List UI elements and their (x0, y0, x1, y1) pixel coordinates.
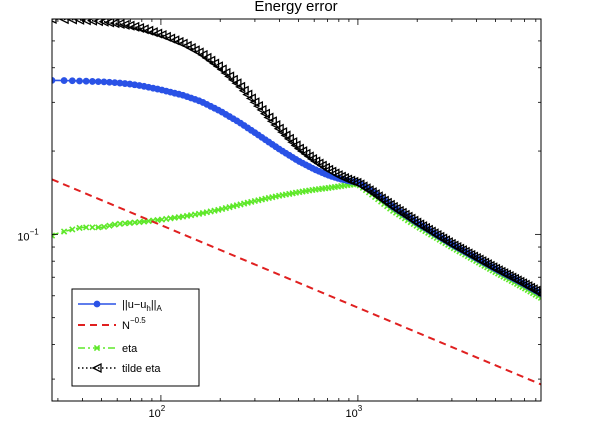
series-line (52, 178, 541, 386)
data-point-x (100, 223, 108, 231)
data-point-triangle (212, 61, 223, 72)
data-point-triangle (197, 49, 208, 60)
legend-box (71, 288, 200, 387)
data-point-circle (94, 78, 102, 86)
legend-entry: ||u−uh||A (78, 299, 163, 313)
data-point-triangle (91, 362, 102, 374)
data-point-x (76, 224, 83, 232)
x-tick-label: 103 (346, 404, 363, 420)
legend-entry: tilde eta (78, 362, 161, 375)
legend-label: N−0.5 (122, 316, 146, 332)
data-point-triangle (242, 89, 253, 100)
data-point-triangle (224, 71, 235, 82)
data-point-triangle (201, 52, 212, 63)
x-tick-label: 102 (149, 404, 166, 420)
legend-label: tilde eta (122, 363, 161, 375)
data-point-circle (76, 77, 83, 85)
data-point-triangle (220, 67, 231, 79)
data-point-triangle (205, 55, 216, 66)
data-point-circle (60, 77, 68, 84)
data-point-x (93, 344, 101, 352)
series-line (52, 19, 541, 295)
data-point-triangle (216, 64, 227, 75)
data-point-triangle (277, 127, 288, 138)
chart-title: Energy error (254, 0, 337, 15)
data-point-triangle (290, 140, 301, 151)
data-point-triangle (273, 123, 284, 134)
data-point-triangle (280, 130, 291, 141)
data-point-x (106, 222, 113, 229)
plot-area (52, 19, 541, 386)
data-point-triangle (256, 104, 267, 115)
series-3 (52, 19, 541, 297)
data-point-x (52, 232, 56, 239)
data-point-triangle (245, 93, 256, 104)
data-point-x (126, 219, 134, 227)
data-point-triangle (263, 112, 274, 123)
legend-label: ||u−uh||A (122, 299, 163, 313)
data-point-x (116, 220, 124, 227)
data-point-circle (68, 77, 76, 85)
plot-frame (51, 18, 542, 402)
legend: ||u−uh||A N−0.5 eta tilde eta (71, 288, 200, 387)
data-point-triangle (252, 101, 264, 112)
data-point-triangle (235, 81, 246, 92)
data-point-x (121, 220, 129, 227)
legend-entry: eta (78, 343, 138, 355)
data-point-x (69, 226, 76, 233)
data-point-triangle (249, 97, 260, 108)
data-point-circle (52, 77, 56, 84)
data-point-x (83, 224, 90, 231)
data-point-triangle (238, 85, 249, 96)
legend-entry: N−0.5 (78, 316, 146, 332)
data-point-triangle (259, 108, 271, 119)
data-point-triangle (231, 78, 242, 89)
data-point-circle (93, 300, 101, 308)
data-point-x (60, 228, 68, 235)
data-point-triangle (287, 137, 298, 148)
data-point-triangle (270, 119, 281, 131)
data-point-triangle (283, 133, 294, 144)
data-point-circle (88, 78, 96, 85)
data-point-x (111, 221, 118, 228)
data-point-x (89, 224, 96, 231)
data-point-circle (82, 77, 90, 85)
series-1 (52, 178, 541, 386)
y-tick-label: 10−1 (17, 227, 39, 243)
legend-label: eta (122, 343, 138, 355)
data-point-x (95, 224, 102, 231)
data-point-triangle (266, 116, 277, 127)
data-point-triangle (227, 74, 238, 85)
